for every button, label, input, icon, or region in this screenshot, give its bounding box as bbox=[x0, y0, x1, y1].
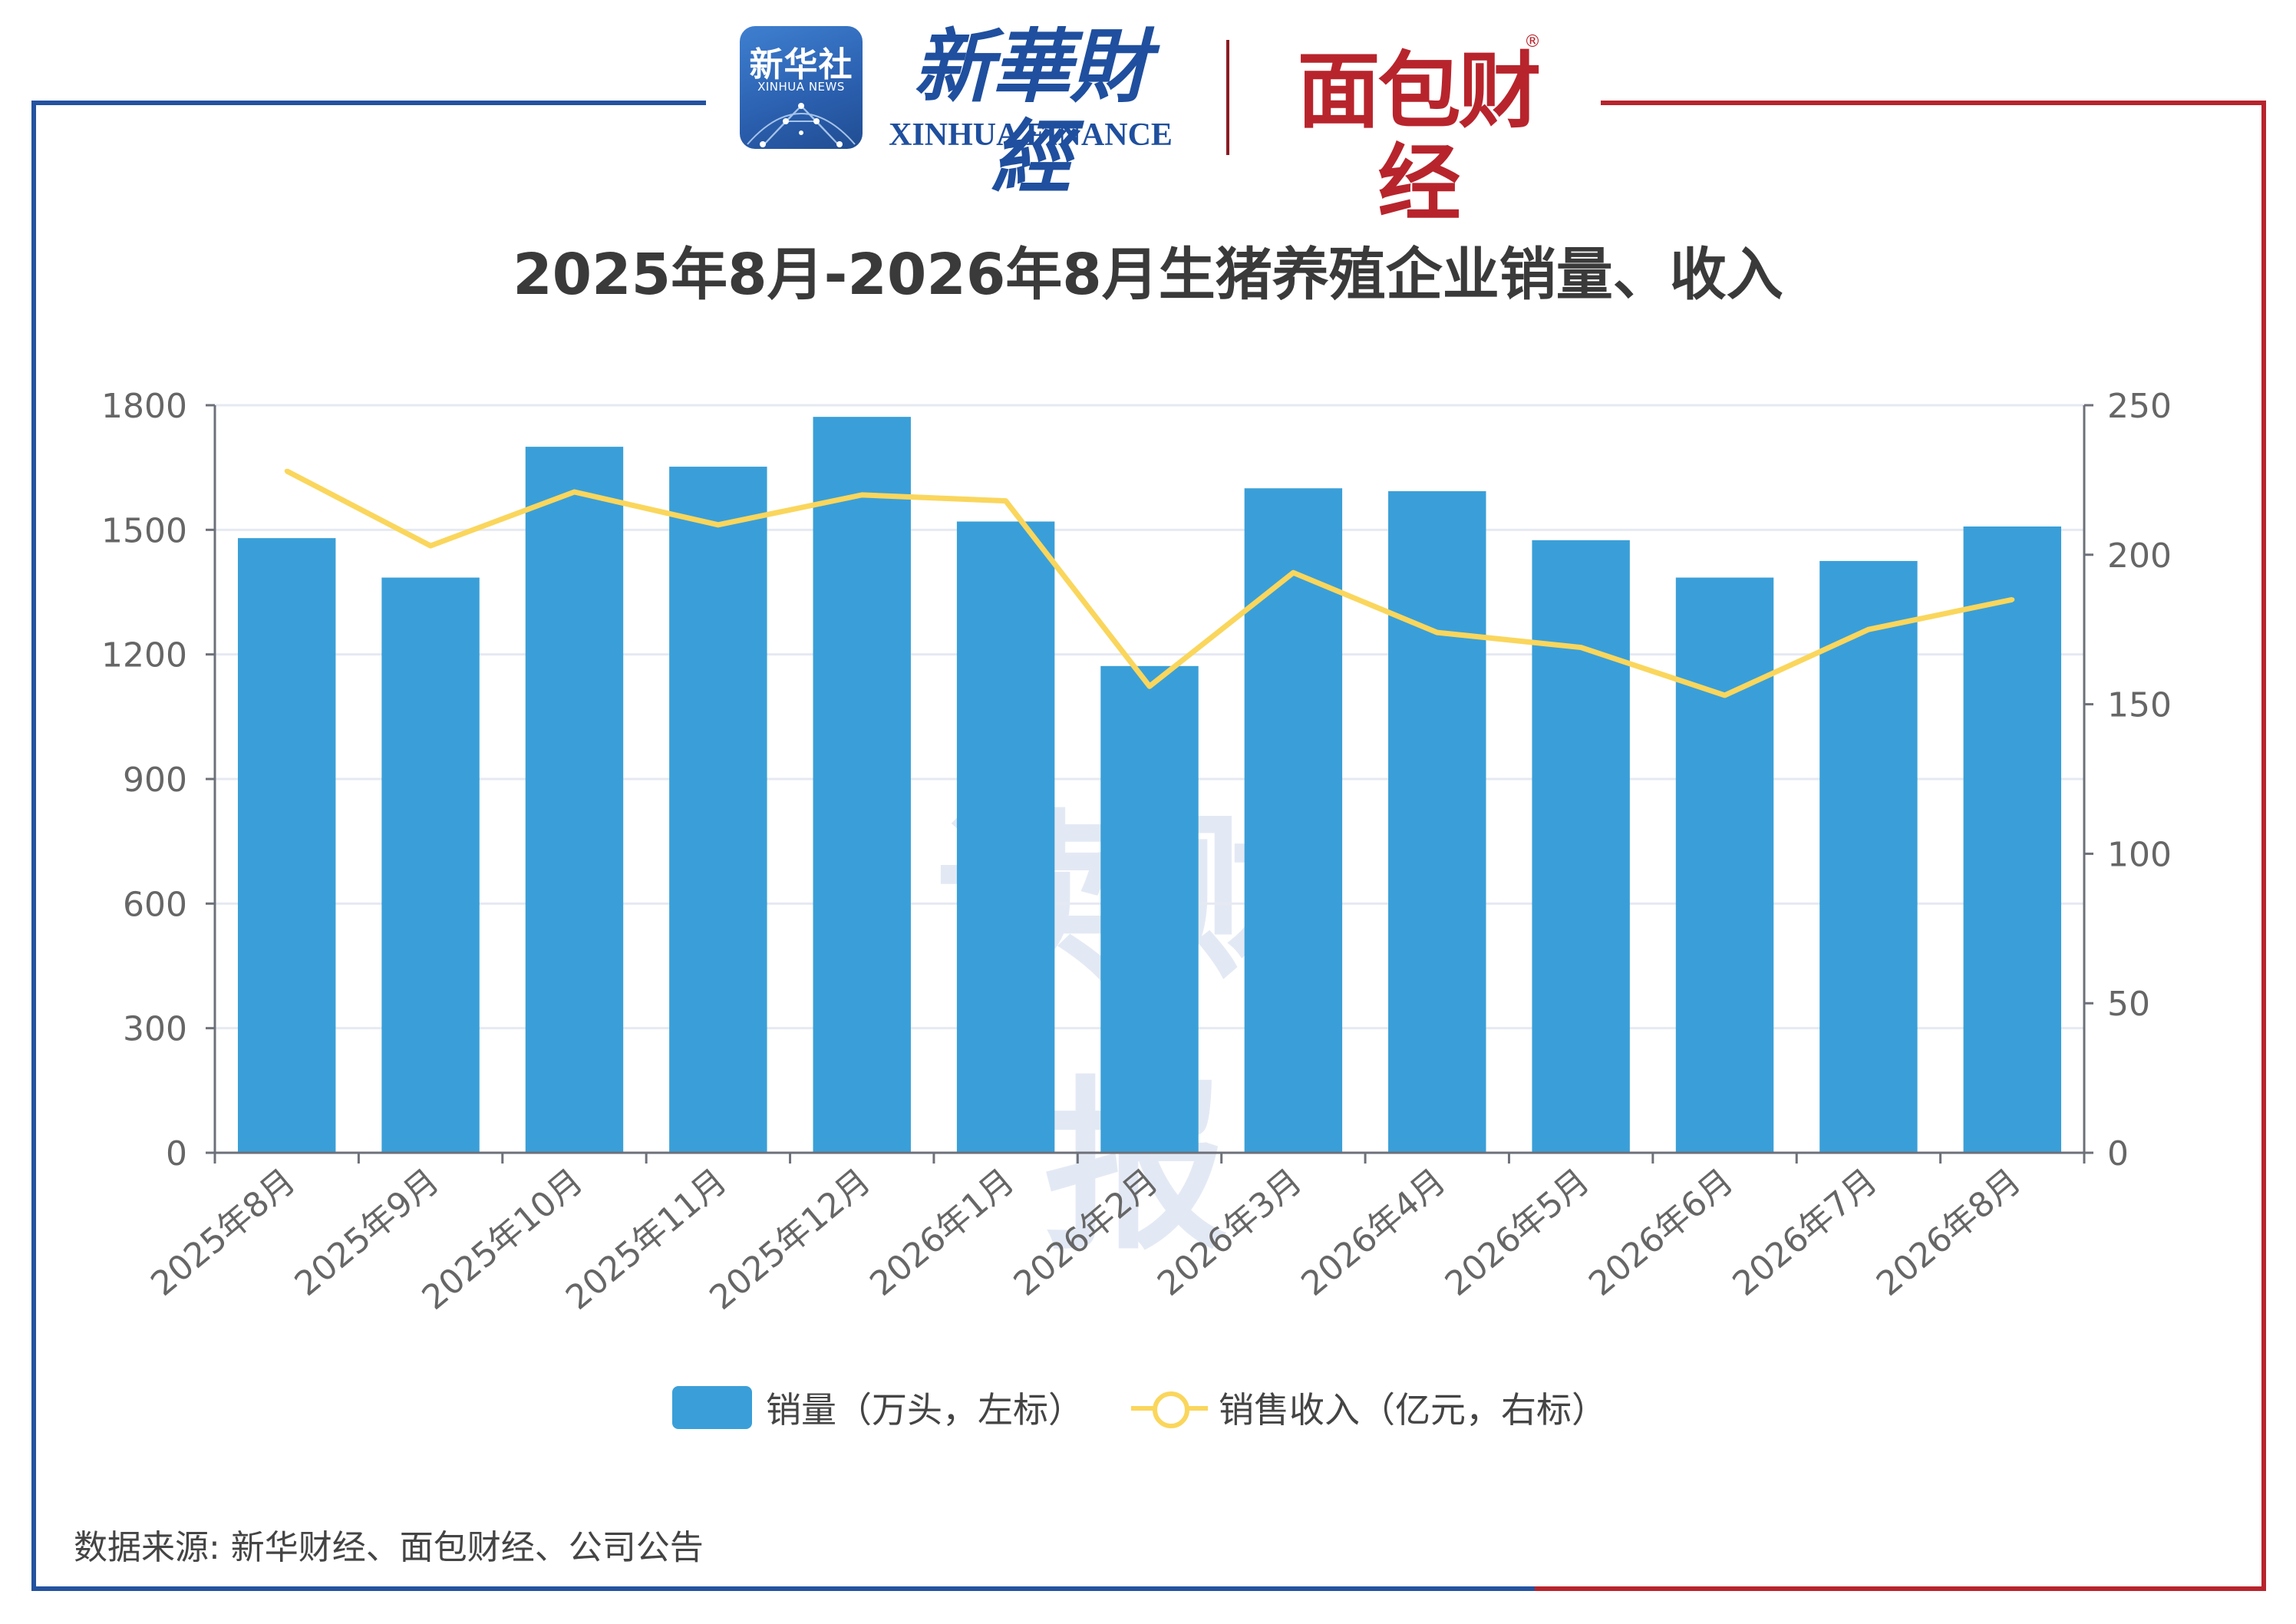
bar-2026年2月[interactable] bbox=[1100, 665, 1199, 1153]
legend-label-sales-revenue: 销售收入（亿元，右标） bbox=[1219, 1389, 1607, 1431]
legend: 销量（万头，左标） 销售收入（亿元，右标） bbox=[0, 1377, 2296, 1438]
y-left-tick-labels: 0 300 600 900 1200 1500 1800 bbox=[101, 387, 187, 1173]
y-right-tick-label: 0 bbox=[2107, 1134, 2129, 1173]
revenue-point-2026年3月[interactable] bbox=[1291, 570, 1296, 576]
xinhua-finance-logo-cn: 新華財經 bbox=[912, 19, 1150, 204]
legend-bar-swatch bbox=[672, 1386, 752, 1429]
x-tick-label: 2026年5月 bbox=[1438, 1161, 1597, 1304]
bar-2025年10月[interactable] bbox=[525, 447, 624, 1153]
bar-2026年5月[interactable] bbox=[1532, 540, 1630, 1153]
bar-series bbox=[237, 417, 2062, 1153]
y-left-tick-label: 1200 bbox=[101, 636, 187, 675]
y-left-tick-label: 0 bbox=[166, 1134, 187, 1173]
revenue-point-2026年7月[interactable] bbox=[1866, 627, 1871, 632]
revenue-point-2025年8月[interactable] bbox=[284, 468, 289, 474]
x-tick-label: 2026年4月 bbox=[1294, 1161, 1453, 1304]
x-tick-label: 2026年7月 bbox=[1726, 1161, 1885, 1304]
xinhua-news-logo: 新华社 XINHUA NEWS bbox=[740, 26, 863, 149]
network-globe-icon bbox=[747, 103, 856, 147]
y-right-tick-label: 100 bbox=[2107, 835, 2172, 874]
bar-2026年7月[interactable] bbox=[1819, 560, 1918, 1153]
x-tick-labels: 2025年8月2025年9月2025年10月2025年11月2025年12月20… bbox=[144, 1161, 2028, 1318]
x-tick-label: 2026年2月 bbox=[1007, 1161, 1166, 1304]
y-left-tick-label: 1800 bbox=[101, 387, 187, 426]
bar-2025年9月[interactable] bbox=[381, 577, 480, 1153]
y-right-tick-label: 250 bbox=[2107, 387, 2172, 426]
xinhua-finance-logo-en: XINHUA FINANCE bbox=[889, 117, 1173, 153]
y-right-tick-label: 150 bbox=[2107, 686, 2172, 725]
mianbao-finance-logo: 面包财经 ® bbox=[1265, 32, 1579, 230]
x-tick-label: 2026年1月 bbox=[863, 1161, 1021, 1304]
axes bbox=[206, 404, 2093, 1164]
x-tick-label: 2026年3月 bbox=[1150, 1161, 1309, 1304]
revenue-point-2026年6月[interactable] bbox=[1722, 692, 1727, 698]
bar-2026年4月[interactable] bbox=[1388, 491, 1486, 1153]
legend-item-sales-revenue[interactable]: 销售收入（亿元，右标） bbox=[1131, 1377, 1607, 1438]
revenue-point-2025年11月[interactable] bbox=[715, 522, 721, 527]
revenue-point-2026年8月[interactable] bbox=[2010, 597, 2015, 602]
bar-2026年8月[interactable] bbox=[1963, 526, 2062, 1153]
bar-2025年12月[interactable] bbox=[813, 417, 911, 1153]
y-left-tick-label: 300 bbox=[123, 1010, 187, 1049]
mianbao-finance-logo-text: 面包财经 bbox=[1297, 44, 1541, 232]
source-note: 数据来源: 新华财经、面包财经、公司公告 bbox=[74, 1528, 704, 1567]
y-left-tick-label: 900 bbox=[123, 761, 187, 800]
bar-2025年11月[interactable] bbox=[669, 467, 767, 1153]
line-series bbox=[284, 468, 2015, 698]
bar-2026年1月[interactable] bbox=[956, 521, 1055, 1153]
xinhua-news-logo-cn: 新华社 bbox=[749, 45, 853, 84]
revenue-point-2026年5月[interactable] bbox=[1578, 645, 1584, 650]
xinhua-news-logo-en: XINHUA NEWS bbox=[757, 80, 845, 94]
registered-mark: ® bbox=[1524, 32, 1541, 51]
legend-label-sales-volume: 销量（万头，左标） bbox=[766, 1389, 1084, 1431]
revenue-point-2025年9月[interactable] bbox=[428, 543, 434, 549]
y-right-tick-labels: 0 50 100 150 200 250 bbox=[2107, 387, 2172, 1173]
bar-2026年6月[interactable] bbox=[1675, 577, 1774, 1153]
revenue-point-2025年10月[interactable] bbox=[572, 489, 577, 494]
x-tick-label: 2026年6月 bbox=[1582, 1161, 1740, 1304]
x-tick-label: 2025年8月 bbox=[144, 1161, 302, 1304]
revenue-point-2026年2月[interactable] bbox=[1147, 684, 1152, 689]
legend-line-swatch bbox=[1131, 1385, 1208, 1431]
bar-2025年8月[interactable] bbox=[237, 538, 336, 1153]
y-left-tick-label: 600 bbox=[123, 885, 187, 924]
y-right-tick-label: 200 bbox=[2107, 536, 2172, 576]
revenue-point-2026年4月[interactable] bbox=[1434, 630, 1440, 635]
revenue-point-2025年12月[interactable] bbox=[859, 492, 865, 497]
revenue-point-2026年1月[interactable] bbox=[1003, 498, 1008, 503]
header-logos: 新华社 XINHUA NEWS 新華財經 XINHUA FINANCE bbox=[735, 17, 1579, 230]
y-left-tick-label: 1500 bbox=[101, 511, 187, 550]
logo-divider bbox=[1226, 40, 1229, 155]
y-right-tick-label: 50 bbox=[2107, 985, 2150, 1024]
legend-item-sales-volume[interactable]: 销量（万头，左标） bbox=[672, 1377, 1084, 1438]
chart-title: 2025年8月-2026年8月生猪养殖企业销量、收入 bbox=[513, 242, 1783, 308]
xinhua-finance-logo: 新華財經 XINHUA FINANCE bbox=[889, 21, 1173, 203]
x-tick-label: 2026年8月 bbox=[1869, 1161, 2028, 1304]
